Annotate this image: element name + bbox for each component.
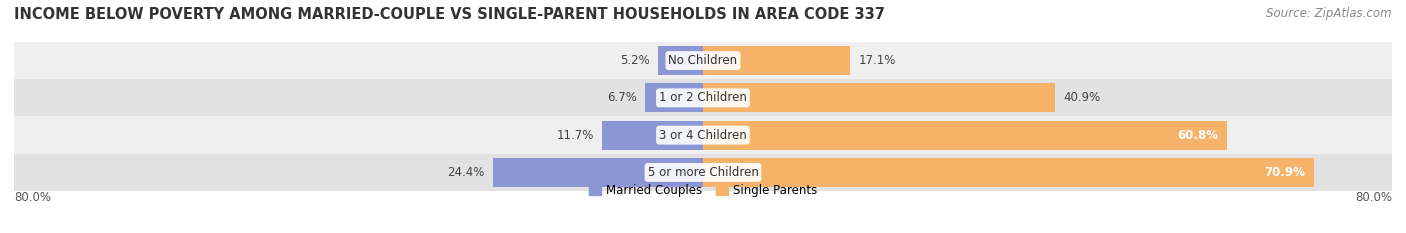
Text: 3 or 4 Children: 3 or 4 Children [659,129,747,142]
Legend: Married Couples, Single Parents: Married Couples, Single Parents [589,184,817,197]
Bar [645,83,703,112]
Text: INCOME BELOW POVERTY AMONG MARRIED-COUPLE VS SINGLE-PARENT HOUSEHOLDS IN AREA CO: INCOME BELOW POVERTY AMONG MARRIED-COUPL… [14,7,884,22]
Text: Source: ZipAtlas.com: Source: ZipAtlas.com [1267,7,1392,20]
Text: 80.0%: 80.0% [1355,191,1392,204]
Bar [703,46,851,75]
Text: No Children: No Children [668,54,738,67]
Text: 80.0%: 80.0% [14,191,51,204]
Bar [0,154,1406,191]
Bar [0,79,1406,116]
Text: 11.7%: 11.7% [557,129,593,142]
Text: 5.2%: 5.2% [620,54,650,67]
Bar [658,46,703,75]
Text: 6.7%: 6.7% [607,91,637,104]
Text: 60.8%: 60.8% [1177,129,1218,142]
Bar [703,121,1226,150]
Bar [703,158,1313,187]
Bar [494,158,703,187]
Text: 40.9%: 40.9% [1064,91,1101,104]
Text: 70.9%: 70.9% [1264,166,1305,179]
Bar [602,121,703,150]
Text: 17.1%: 17.1% [859,54,896,67]
Bar [0,42,1406,79]
Bar [0,116,1406,154]
Text: 24.4%: 24.4% [447,166,484,179]
Text: 5 or more Children: 5 or more Children [648,166,758,179]
Text: 1 or 2 Children: 1 or 2 Children [659,91,747,104]
Bar [703,83,1056,112]
